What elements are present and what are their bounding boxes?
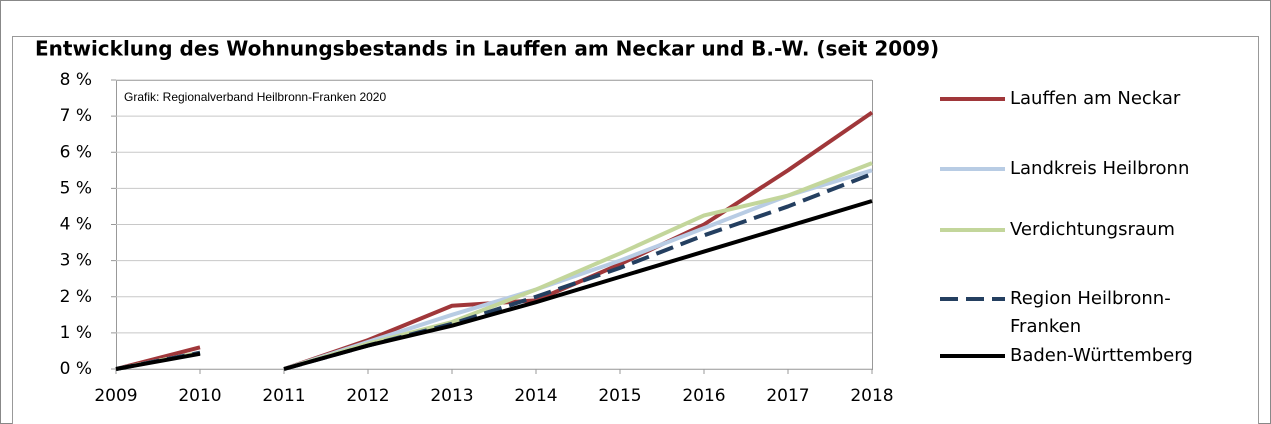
x-tick-label: 2010	[178, 386, 221, 406]
y-tick-label: 2 %	[60, 287, 92, 307]
legend-label: Landkreis Heilbronn	[1010, 158, 1190, 179]
x-tick-label: 2013	[430, 386, 473, 406]
y-tick-label: 6 %	[60, 142, 92, 162]
x-tick-label: 2017	[766, 386, 809, 406]
x-tick-label: 2018	[850, 386, 893, 406]
y-tick-label: 4 %	[60, 215, 92, 235]
legend-label: Verdichtungsraum	[1010, 219, 1175, 240]
x-tick-label: 2015	[598, 386, 641, 406]
chart-title: Entwicklung des Wohnungsbestands in Lauf…	[35, 37, 939, 61]
y-tick-label: 0 %	[60, 359, 92, 379]
y-tick-label: 5 %	[60, 178, 92, 198]
x-tick-label: 2012	[346, 386, 389, 406]
y-tick-label: 8 %	[60, 70, 92, 90]
annotation: Grafik: Regionalverband Heilbronn-Franke…	[124, 90, 386, 104]
legend-label: Lauffen am Neckar	[1010, 88, 1181, 109]
legend-label: Baden-Württemberg	[1010, 345, 1193, 366]
legend-label: Region Heilbronn-Franken	[1010, 288, 1171, 337]
x-tick-label: 2011	[262, 386, 305, 406]
y-tick-label: 3 %	[60, 251, 92, 271]
series-line	[115, 199, 873, 371]
x-tick-label: 2016	[682, 386, 725, 406]
x-tick-label: 2014	[514, 386, 557, 406]
x-tick-label: 2009	[94, 386, 137, 406]
y-tick-label: 1 %	[60, 323, 92, 343]
y-tick-label: 7 %	[60, 106, 92, 126]
